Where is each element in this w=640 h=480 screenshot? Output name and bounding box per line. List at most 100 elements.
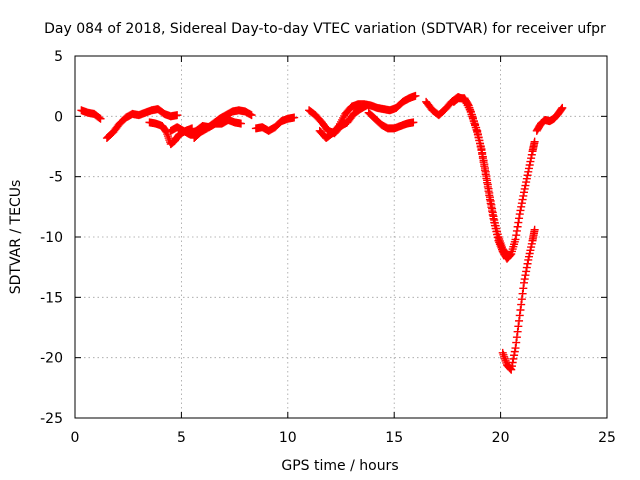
data-point: [483, 176, 492, 185]
data-point: [486, 197, 495, 206]
data-point: [522, 178, 531, 187]
data-point: [236, 119, 245, 128]
series-track-c: [145, 118, 197, 149]
data-point: [511, 235, 520, 244]
data-point: [519, 284, 528, 293]
data-point: [521, 271, 530, 280]
y-tick-label: -25: [40, 411, 63, 427]
chart-title: Day 084 of 2018, Sidereal Day-to-day VTE…: [44, 21, 606, 37]
data-point: [526, 157, 535, 166]
data-point: [524, 167, 533, 176]
x-tick-label: 25: [598, 430, 616, 446]
data-point: [516, 306, 525, 315]
data-point: [96, 114, 105, 123]
data-point: [517, 295, 526, 304]
data-point: [478, 148, 487, 157]
data-point: [173, 111, 182, 120]
data-point: [489, 212, 498, 221]
data-point: [411, 91, 420, 100]
data-point: [514, 218, 523, 227]
series-track-k: [449, 94, 511, 260]
data-point: [508, 358, 517, 367]
series-track-l: [532, 103, 567, 135]
x-tick-label: 10: [279, 430, 297, 446]
series-track-e: [190, 106, 256, 143]
axis-ticks: 0 5 10 15 20 25 5 0 -5 -10 -15 -20 -25: [40, 49, 616, 446]
series-track-f: [251, 113, 299, 135]
data-point: [290, 113, 299, 122]
data-point: [481, 167, 490, 176]
data-point: [512, 333, 521, 342]
data-point: [515, 316, 524, 325]
data-point: [511, 344, 520, 353]
data-point: [509, 354, 518, 363]
data-point: [480, 160, 489, 169]
data-point: [515, 210, 524, 219]
data-point: [522, 263, 531, 272]
data-point: [483, 180, 492, 189]
data-point: [527, 150, 536, 159]
data-point: [525, 161, 534, 170]
x-tick-label: 5: [177, 430, 186, 446]
data-point: [516, 206, 525, 215]
data-point: [520, 184, 529, 193]
y-tick-label: 0: [54, 109, 63, 125]
x-tick-label: 15: [385, 430, 403, 446]
data-point: [527, 154, 536, 163]
data-point: [523, 259, 532, 268]
data-point: [482, 172, 491, 181]
data-point: [558, 103, 567, 112]
y-tick-label: -10: [40, 230, 63, 246]
y-tick-label: -5: [49, 170, 63, 186]
data-point: [485, 188, 494, 197]
data-point: [488, 204, 497, 213]
data-point: [513, 222, 522, 231]
data-point: [521, 181, 530, 190]
series-track-i: [364, 108, 418, 133]
series-track-m: [498, 225, 539, 374]
data-point: [477, 144, 486, 153]
data-point: [518, 289, 527, 298]
y-tick-label: 5: [54, 49, 63, 65]
data-point: [502, 250, 511, 259]
data-point: [518, 195, 527, 204]
data-point: [523, 171, 532, 180]
data-point: [485, 193, 494, 202]
data-point: [488, 208, 497, 217]
data-point: [95, 113, 104, 122]
data-point: [512, 231, 521, 240]
data-point: [530, 225, 539, 234]
data-point: [507, 365, 516, 374]
x-axis-label: GPS time / hours: [281, 458, 398, 474]
data-point: [514, 322, 523, 331]
data-point: [512, 226, 521, 235]
y-tick-label: -20: [40, 351, 63, 367]
data-point: [522, 174, 531, 183]
x-tick-label: 0: [71, 430, 80, 446]
data-point: [517, 202, 526, 211]
data-point: [247, 111, 256, 120]
data-point: [515, 214, 524, 223]
data-point: [513, 327, 522, 336]
x-tick-label: 20: [492, 430, 510, 446]
series-track-h: [315, 91, 420, 143]
data-point: [409, 118, 418, 127]
data-point: [480, 164, 489, 173]
data-point: [515, 311, 524, 320]
data-point: [524, 164, 533, 173]
data-point: [520, 188, 529, 197]
data-point: [502, 251, 511, 260]
data-point: [512, 338, 521, 347]
data-point: [517, 300, 526, 309]
data-point: [479, 156, 488, 165]
series-track-b: [102, 105, 182, 143]
data-point: [517, 199, 526, 208]
data-point: [463, 100, 472, 109]
data-points: [77, 91, 567, 374]
data-point: [487, 200, 496, 209]
data-point: [478, 152, 487, 161]
series-track-a: [77, 106, 105, 123]
y-tick-label: -15: [40, 290, 63, 306]
data-point: [520, 275, 529, 284]
